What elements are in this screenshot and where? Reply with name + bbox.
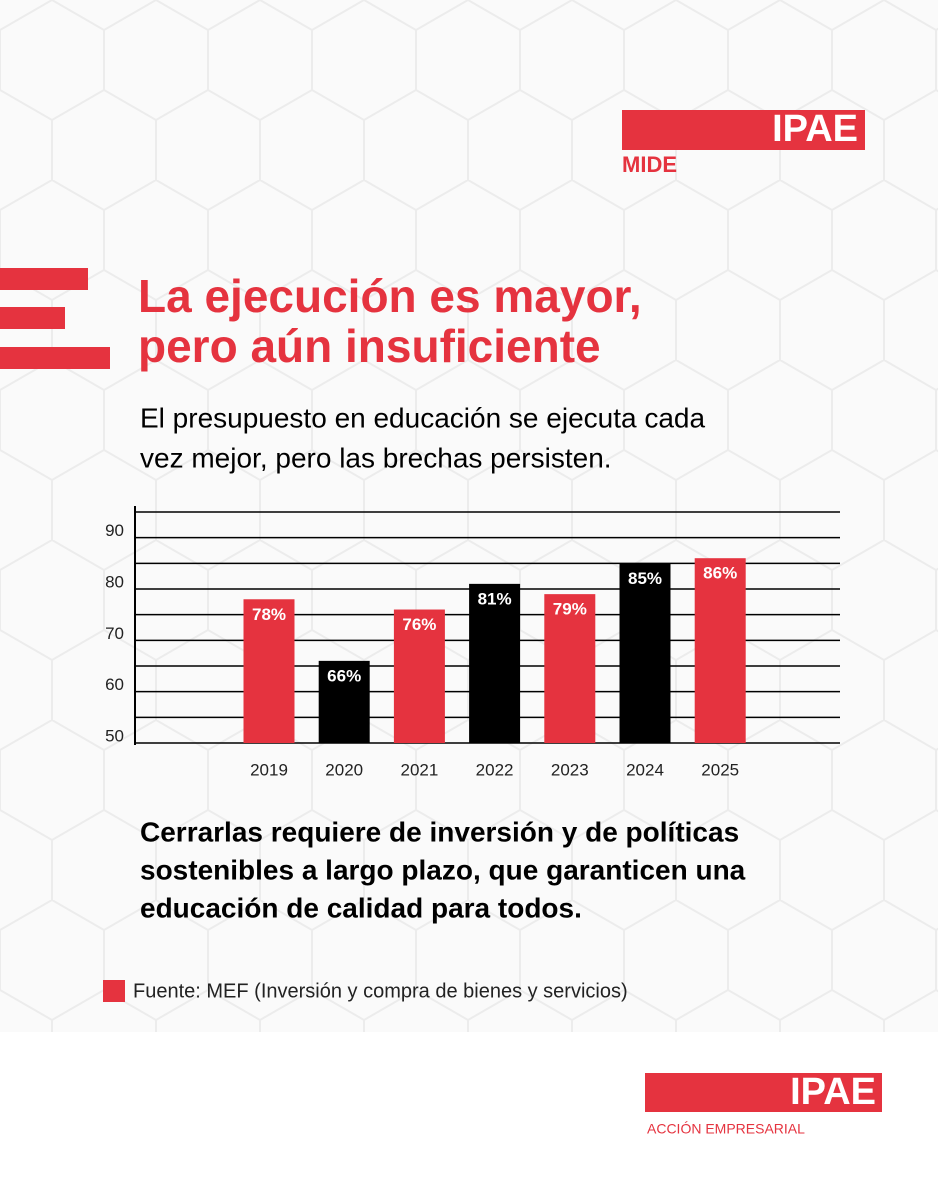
x-tick-label: 2023 [551, 760, 589, 779]
logo-bar [622, 110, 865, 150]
title: pero aún insuficiente [138, 320, 601, 372]
source: Fuente: MEF (Inversión y compra de biene… [133, 980, 628, 1002]
y-tick-label: 60 [105, 675, 124, 694]
value-label: 85% [628, 569, 662, 588]
deco-bar [0, 347, 110, 369]
y-tick-label: 80 [105, 572, 124, 591]
body-text: sostenibles a largo plazo, que garantice… [140, 854, 746, 885]
bar [544, 594, 596, 743]
logo-sub: ACCIÓN EMPRESARIAL [647, 1121, 805, 1137]
value-label: 76% [402, 615, 436, 634]
x-tick-label: 2024 [626, 760, 664, 779]
x-tick-label: 2022 [476, 760, 514, 779]
logo-sub: MIDE [622, 152, 677, 177]
logo-bar [645, 1073, 882, 1112]
value-label: 79% [553, 600, 587, 619]
x-tick-label: 2020 [325, 760, 363, 779]
value-label: 78% [252, 605, 286, 624]
bar [318, 660, 370, 743]
y-tick-label: 90 [105, 521, 124, 540]
bar [243, 599, 295, 743]
bar-chart: 50 60 70 80 90 2019 78% 2020 66% 2021 76% 2022 81% 20… [105, 506, 840, 779]
title: La ejecución es mayor, [138, 270, 642, 322]
subtitle: vez mejor, pero las brechas persisten. [140, 442, 612, 473]
deco-bar [0, 307, 65, 329]
x-tick-label: 2021 [400, 760, 438, 779]
footer-bg [0, 1032, 938, 1200]
body-text: Cerrarlas requiere de inversión y de pol… [140, 816, 739, 847]
subtitle: El presupuesto en educación se ejecuta c… [140, 402, 705, 433]
x-tick-label: 2025 [701, 760, 739, 779]
value-label: 86% [703, 564, 737, 583]
bar [393, 609, 445, 743]
logo-brand: IPAE [790, 1071, 876, 1113]
logo-brand: IPAE [772, 108, 858, 150]
body-text: educación de calidad para todos. [140, 892, 582, 923]
value-label: 81% [478, 589, 512, 608]
y-tick-label: 70 [105, 624, 124, 643]
x-tick-label: 2019 [250, 760, 288, 779]
source-marker [103, 980, 125, 1002]
bar [694, 558, 746, 743]
bar [619, 563, 671, 743]
y-tick-label: 50 [105, 726, 124, 745]
deco-bar [0, 268, 88, 290]
value-label: 66% [327, 666, 361, 685]
bar [469, 583, 521, 743]
